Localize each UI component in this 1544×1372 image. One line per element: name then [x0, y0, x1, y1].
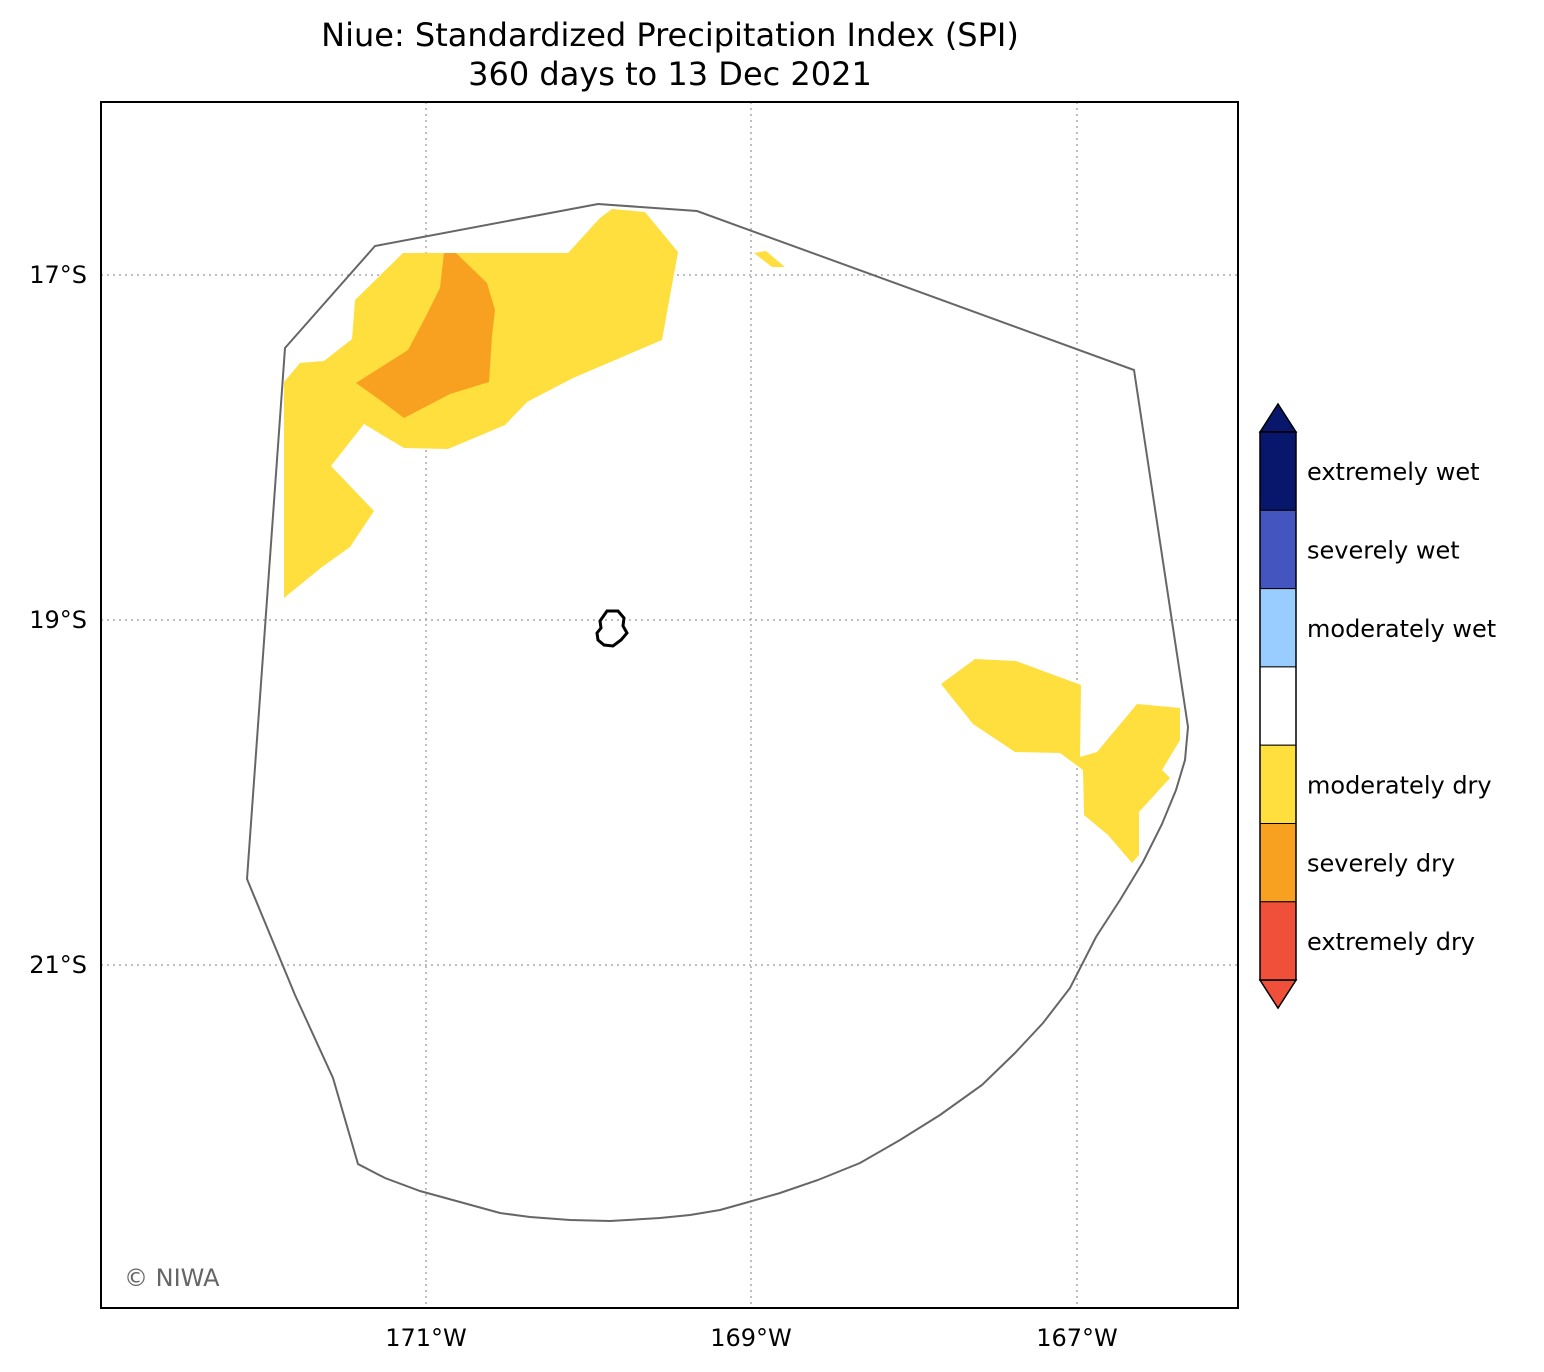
colorbar-segment: [1259, 509, 1297, 590]
dry-area-northwest: [284, 209, 678, 598]
colorbar-label: moderately dry: [1307, 771, 1492, 799]
colorbar-segment: [1259, 823, 1297, 903]
eez-boundary: [245, 202, 1190, 1223]
dry-area-southeast: [941, 659, 1180, 863]
lat-tick-label: 21°S: [29, 951, 87, 979]
colorbar-arrow-dry: [1258, 979, 1298, 1010]
colorbar-legend: extremely wet severely wet moderately wet m…: [1258, 402, 1496, 1010]
colorbar-label: severely wet: [1307, 536, 1460, 564]
lat-tick-labels: 17°S 19°S 21°S: [29, 261, 87, 979]
colorbar-arrow-wet: [1258, 402, 1298, 433]
severely-dry-region: [356, 253, 495, 418]
colorbar-segment: [1259, 744, 1297, 825]
map-subtitle: 360 days to 13 Dec 2021: [468, 55, 872, 93]
lon-tick-label: 169°W: [710, 1324, 792, 1352]
lon-tick-label: 167°W: [1036, 1324, 1118, 1352]
niue-island-outline: [595, 609, 629, 648]
lat-tick-label: 19°S: [29, 606, 87, 634]
colorbar-segment: [1259, 431, 1297, 511]
colorbar-segment: [1259, 588, 1297, 668]
colorbar-segment: [1259, 901, 1297, 981]
map-title: Niue: Standardized Precipitation Index (…: [321, 16, 1019, 54]
dry-area-north: [754, 251, 785, 267]
colorbar-label: extremely dry: [1307, 928, 1475, 956]
lon-tick-labels: 171°W 169°W 167°W: [385, 1324, 1118, 1352]
colorbar-frame: [1259, 431, 1297, 981]
credit-text: © NIWA: [124, 1264, 220, 1292]
lon-tick-label: 171°W: [385, 1324, 467, 1352]
colorbar-segment: [1259, 666, 1297, 746]
map-frame: [100, 101, 1239, 1309]
lat-tick-label: 17°S: [29, 261, 87, 289]
colorbar-label: severely dry: [1307, 850, 1455, 878]
moderately-dry-region: [284, 209, 1180, 863]
colorbar-label: extremely wet: [1307, 458, 1480, 486]
colorbar-label: moderately wet: [1307, 615, 1496, 643]
